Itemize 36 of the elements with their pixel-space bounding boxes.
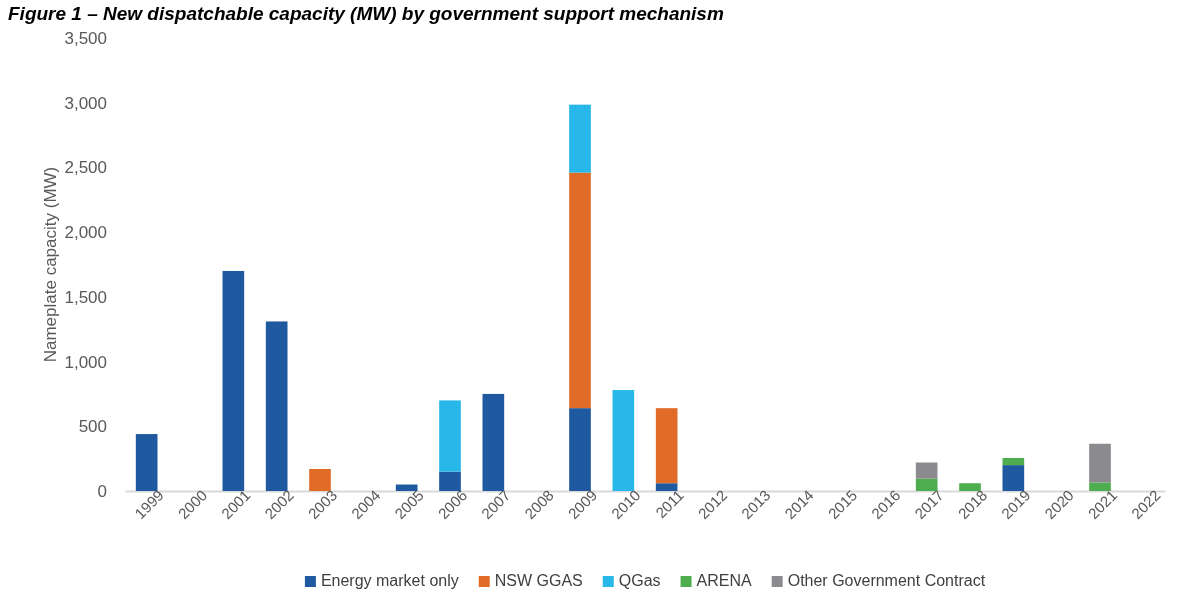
bar bbox=[915, 462, 938, 479]
bar bbox=[309, 469, 331, 491]
bar bbox=[655, 483, 678, 491]
bar bbox=[959, 483, 981, 491]
y-tick-label: 1,000 bbox=[64, 352, 107, 372]
y-tick-label: 2,500 bbox=[64, 158, 107, 178]
y-tick-label: 0 bbox=[97, 481, 107, 501]
bar bbox=[1089, 482, 1111, 491]
bar bbox=[569, 104, 591, 173]
bar bbox=[1089, 443, 1111, 483]
bar bbox=[915, 478, 938, 491]
bar bbox=[439, 400, 461, 472]
y-tick-label: 3,500 bbox=[64, 28, 107, 48]
bar bbox=[1002, 458, 1025, 466]
bar bbox=[265, 321, 288, 491]
legend-label: Other Government Contract bbox=[787, 572, 986, 589]
chart-title: Figure 1 – New dispatchable capacity (MW) by government support mechanism bbox=[8, 3, 724, 24]
bar bbox=[1002, 465, 1025, 491]
y-tick-label: 1,500 bbox=[64, 287, 107, 307]
bar bbox=[395, 484, 418, 491]
bar bbox=[482, 393, 505, 491]
y-tick-label: 3,000 bbox=[64, 93, 107, 113]
legend-label: QGas bbox=[618, 572, 661, 589]
bar bbox=[439, 471, 461, 491]
y-tick-label: 2,000 bbox=[64, 223, 107, 243]
legend-label: Energy market only bbox=[320, 572, 459, 589]
bar bbox=[612, 390, 635, 491]
bar bbox=[135, 434, 158, 491]
legend-label: NSW GGAS bbox=[494, 572, 583, 589]
bar bbox=[569, 408, 591, 491]
bar bbox=[569, 172, 591, 409]
y-axis-title: Nameplate capacity (MW) bbox=[41, 166, 60, 363]
bar bbox=[222, 270, 245, 491]
bar bbox=[655, 408, 678, 484]
legend-label: ARENA bbox=[696, 572, 753, 589]
y-tick-label: 500 bbox=[78, 417, 107, 437]
